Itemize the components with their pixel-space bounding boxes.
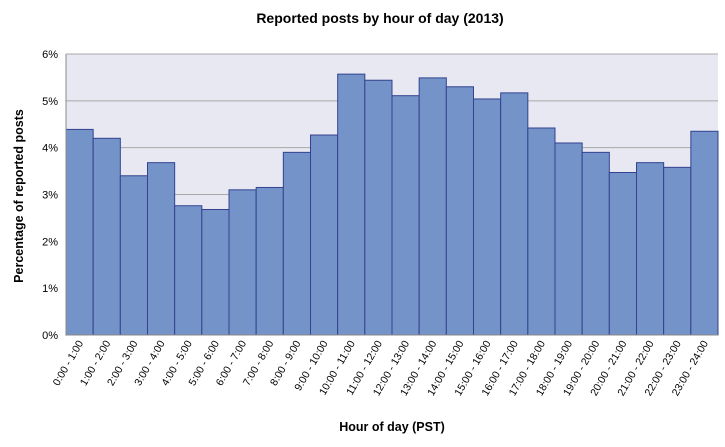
bar: [337, 73, 366, 336]
bar: [473, 98, 502, 336]
axes: [65, 54, 718, 336]
bar: [500, 92, 529, 336]
bars: [65, 73, 719, 336]
bar: [228, 189, 257, 336]
bar: [527, 127, 556, 336]
y-tick-label: 5%: [42, 96, 58, 108]
bar: [255, 186, 284, 336]
bar: [92, 137, 121, 336]
bar: [391, 95, 420, 336]
y-axis-label: Percentage of reported posts: [12, 109, 26, 283]
chart-title: Reported posts by hour of day (2013): [256, 10, 503, 26]
y-tick-label: 0%: [42, 330, 58, 342]
bar: [581, 151, 610, 336]
y-tick-labels: 0% 1% 2% 3% 4% 5% 6%: [42, 49, 58, 342]
bar: [608, 171, 637, 336]
bar: [282, 151, 312, 336]
bar: [310, 134, 339, 336]
bar: [174, 205, 203, 336]
bar: [636, 162, 665, 336]
y-tick-label: 2%: [42, 236, 58, 248]
y-tick-label: 1%: [42, 283, 58, 295]
bar: [147, 162, 176, 336]
bar: [364, 79, 393, 336]
bar: [65, 128, 94, 336]
bar: [690, 130, 719, 336]
bar: [201, 208, 230, 336]
bar: [119, 175, 149, 336]
y-tick-label: 3%: [42, 190, 58, 202]
bar: [418, 77, 447, 336]
y-tick-label: 6%: [42, 49, 58, 61]
x-axis-label: Hour of day (PST): [339, 420, 445, 434]
bar: [445, 86, 475, 336]
x-tick-labels: 0:00 - 1:001:00 - 2:002:00 - 3:003:00 - …: [51, 338, 711, 398]
bar: [554, 142, 583, 336]
bar: [663, 166, 692, 336]
y-tick-label: 4%: [42, 143, 58, 155]
